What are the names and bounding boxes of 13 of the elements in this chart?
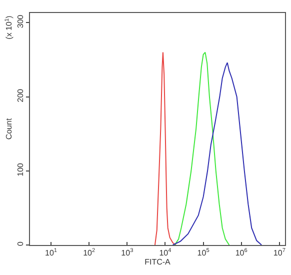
x-tick-label: 10$^{6}$ <box>235 248 248 258</box>
y-tick-label: 100 <box>16 162 25 176</box>
x-tick-label: 10$^{2}$ <box>83 248 96 258</box>
y-tick-label: 300 <box>16 14 25 28</box>
y-tick-label: 200 <box>16 88 25 102</box>
x-tick-label: 10$^{3}$ <box>121 248 134 258</box>
x-tick-label: 10$^{7}$ <box>273 248 286 258</box>
x-tick-label: 10$^{1}$ <box>45 248 58 258</box>
x-tick-label: 10$^{4}$ <box>159 248 172 258</box>
x-tick-label: 10$^{5}$ <box>197 248 210 258</box>
y-tick-label: 0 <box>16 241 25 246</box>
y-axis-title: Count <box>4 118 14 140</box>
x-axis-title: FITC-A <box>144 258 172 267</box>
